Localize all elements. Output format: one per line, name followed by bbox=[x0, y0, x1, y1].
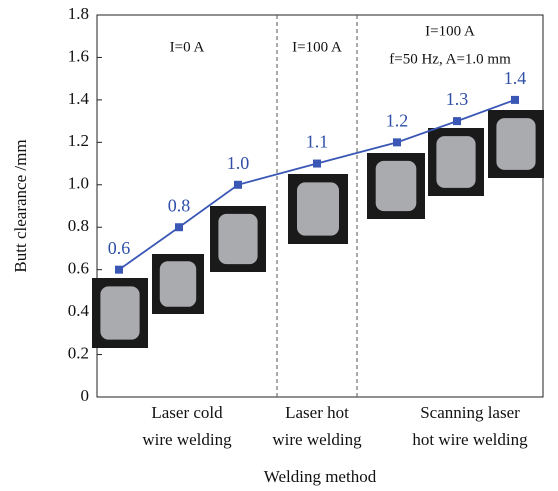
group-label: Laser hot bbox=[285, 403, 349, 422]
chart: Butt clearance /mm Welding method 0 0.2 0.… bbox=[0, 0, 558, 491]
group-label: hot wire welding bbox=[412, 430, 528, 449]
value-label: 0.6 bbox=[108, 238, 131, 258]
y-tick-label: 1.4 bbox=[68, 89, 90, 108]
data-point bbox=[115, 266, 123, 274]
y-tick-label: 1.2 bbox=[68, 131, 89, 150]
x-axis-label: Welding method bbox=[264, 467, 377, 486]
y-tick-label: 1.0 bbox=[68, 174, 89, 193]
y-tick-label: 0.8 bbox=[68, 216, 89, 235]
value-label: 1.2 bbox=[386, 110, 409, 130]
weld-image bbox=[376, 161, 417, 211]
y-tick-label: 0.6 bbox=[68, 259, 89, 278]
value-label: 0.8 bbox=[168, 195, 191, 215]
annotation: I=100 A bbox=[292, 39, 342, 55]
value-label: 1.4 bbox=[504, 68, 527, 88]
weld-image bbox=[160, 261, 196, 307]
data-point bbox=[393, 138, 401, 146]
y-tick-label: 1.8 bbox=[68, 4, 89, 23]
weld-image bbox=[496, 118, 535, 170]
y-tick-label: 0.4 bbox=[68, 301, 90, 320]
data-point bbox=[453, 117, 461, 125]
value-label: 1.0 bbox=[227, 153, 250, 173]
group-label: Scanning laser bbox=[420, 403, 520, 422]
annotation: f=50 Hz, A=1.0 mm bbox=[389, 51, 511, 67]
weld-image bbox=[436, 136, 475, 188]
group-label: wire welding bbox=[142, 430, 232, 449]
data-point bbox=[313, 160, 321, 168]
weld-image bbox=[218, 214, 257, 264]
data-point bbox=[511, 96, 519, 104]
y-axis-label: Butt clearance /mm bbox=[11, 139, 30, 272]
group-label: wire welding bbox=[272, 430, 362, 449]
group-label: Laser cold bbox=[151, 403, 223, 422]
annotation: I=100 A bbox=[425, 23, 475, 39]
y-tick-label: 0.2 bbox=[68, 343, 89, 362]
y-tick-label: 1.6 bbox=[68, 46, 89, 65]
y-tick-label: 0 bbox=[81, 386, 90, 405]
weld-image bbox=[100, 286, 139, 339]
value-label: 1.1 bbox=[306, 132, 329, 152]
data-point bbox=[175, 223, 183, 231]
value-label: 1.3 bbox=[446, 89, 469, 109]
weld-image bbox=[297, 182, 339, 235]
data-point bbox=[234, 181, 242, 189]
annotation: I=0 A bbox=[170, 39, 205, 55]
